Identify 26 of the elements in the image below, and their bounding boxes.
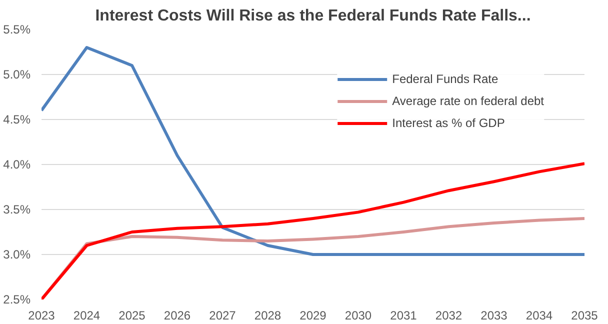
x-tick-label: 2032 (435, 308, 462, 322)
y-tick-label: 3.0% (3, 248, 31, 262)
x-tick-label: 2033 (480, 308, 508, 322)
legend-label: Federal Funds Rate (392, 72, 498, 86)
x-tick-label: 2028 (254, 308, 282, 322)
x-tick-label: 2024 (73, 308, 100, 322)
legend-label: Interest as % of GDP (392, 116, 505, 130)
x-tick-label: 2023 (28, 308, 56, 322)
line-series (42, 46, 584, 256)
legend-label: Average rate on federal debt (392, 94, 544, 108)
x-tick-label: 2034 (526, 308, 553, 322)
y-tick-label: 2.5% (3, 292, 31, 306)
x-tick-label: 2026 (164, 308, 191, 322)
chart-title: Interest Costs Will Rise as the Federal Funds Rate Falls... (95, 8, 531, 24)
y-tick-label: 3.5% (3, 202, 31, 216)
y-tick-label: 4.0% (3, 158, 31, 172)
x-tick-label: 2025 (118, 308, 146, 322)
y-tick-label: 5.0% (3, 68, 31, 82)
x-tick-label: 2029 (300, 308, 327, 322)
x-tick-label: 2030 (344, 308, 372, 322)
x-tick-label: 2027 (209, 308, 236, 322)
y-tick-label: 5.5% (3, 22, 31, 36)
y-tick-label: 4.5% (3, 112, 31, 126)
x-tick-label: 2031 (390, 308, 418, 322)
line-series (42, 162, 584, 300)
x-tick-label: 2035 (571, 308, 598, 322)
